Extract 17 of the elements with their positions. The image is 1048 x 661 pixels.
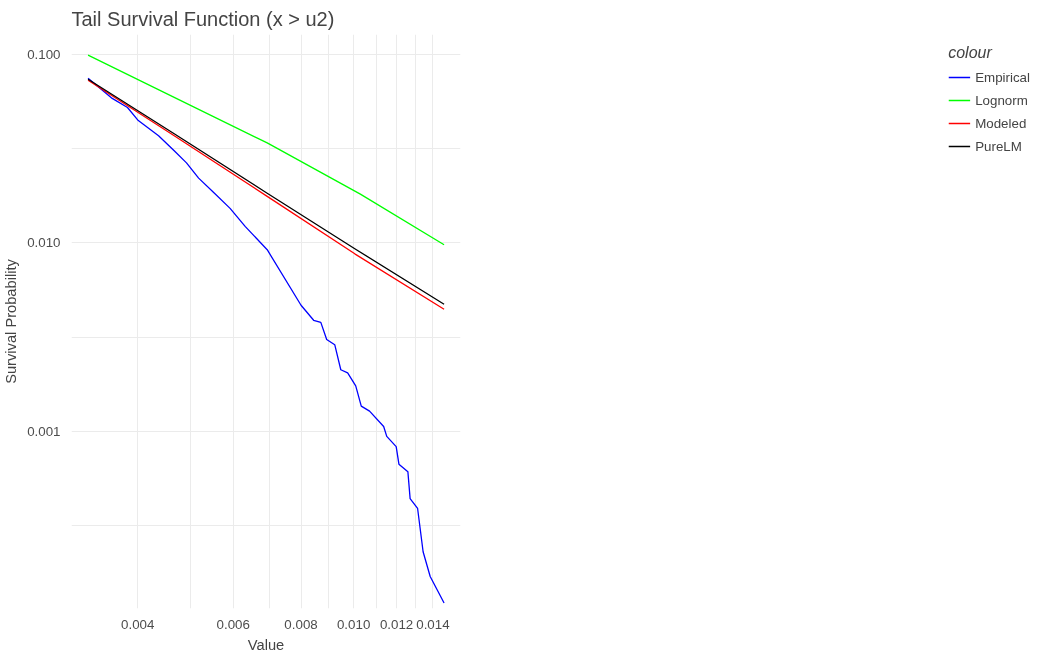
x-tick-label: 0.004 bbox=[121, 616, 155, 632]
x-tick-label: 0.014 bbox=[416, 616, 451, 632]
y-tick-label: 0.010 bbox=[27, 235, 61, 251]
legend-label: Modeled bbox=[975, 115, 1027, 131]
legend-title: colour bbox=[948, 44, 994, 62]
x-tick-label: 0.010 bbox=[336, 616, 371, 632]
legend-label: PureLM bbox=[975, 138, 1022, 154]
chart-title: Tail Survival Function (x > u2) bbox=[71, 7, 335, 30]
y-tick-label: 0.001 bbox=[27, 423, 61, 439]
x-tick-label: 0.006 bbox=[216, 616, 250, 632]
y-axis-title: Survival Probability bbox=[3, 258, 20, 384]
x-tick-label: 0.012 bbox=[379, 616, 414, 632]
x-axis-title: Value bbox=[247, 636, 285, 653]
legend-label: Empirical bbox=[975, 69, 1030, 85]
legend-label: Lognorm bbox=[975, 92, 1028, 108]
y-tick-label: 0.100 bbox=[27, 46, 61, 62]
x-tick-label: 0.008 bbox=[284, 616, 318, 632]
